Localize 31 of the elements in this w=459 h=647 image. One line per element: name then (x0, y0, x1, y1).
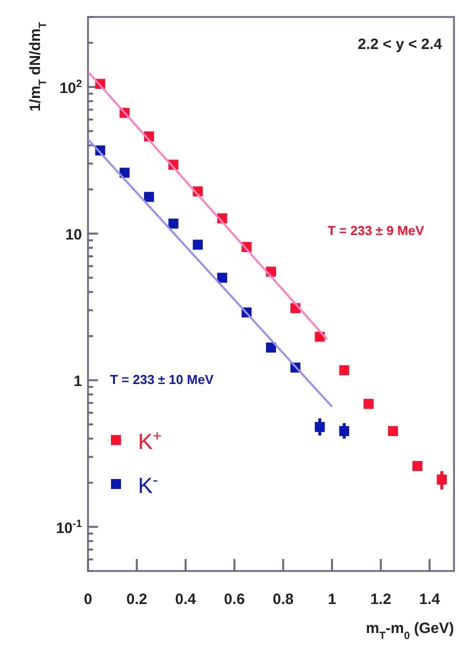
point (388, 426, 398, 436)
point (339, 426, 350, 436)
x-tick-label: 0.4 (175, 591, 197, 608)
x-tick-label: 0.2 (126, 591, 148, 608)
point (217, 272, 228, 283)
y-tick-label: 1 (74, 373, 82, 390)
annotation: 2.2 < y < 2.4 (358, 36, 443, 53)
point (168, 218, 178, 229)
annotation: T = 233 ± 9 MeV (328, 223, 424, 238)
point (339, 365, 350, 376)
x-tick-label: 0 (84, 591, 92, 608)
point (412, 461, 422, 472)
point (364, 398, 374, 409)
point (144, 192, 154, 202)
x-tick-label: 1.4 (419, 591, 441, 608)
point (314, 422, 325, 432)
x-axis-title: m$_{T}$-m$_{0}$ (GeV) (366, 620, 454, 642)
annotation: T = 233 ± 10 MeV (110, 372, 214, 387)
point (266, 342, 276, 353)
y-tick-label: 10 (65, 226, 82, 244)
y-tick-label: 10$^{2}$ (59, 78, 82, 97)
x-tick-label: 0.8 (272, 591, 294, 608)
x-tick-label: 1 (328, 591, 336, 608)
legend-label: K$^{-}$ (138, 472, 158, 498)
x-tick-label: 1.2 (370, 591, 392, 608)
point (192, 240, 203, 250)
point (120, 168, 130, 178)
x-tick-label: 0.6 (224, 591, 245, 608)
legend-label: K$^{+}$ (138, 428, 162, 454)
y-tick-label: 10$^{-1}$ (56, 518, 82, 537)
point (436, 474, 447, 485)
